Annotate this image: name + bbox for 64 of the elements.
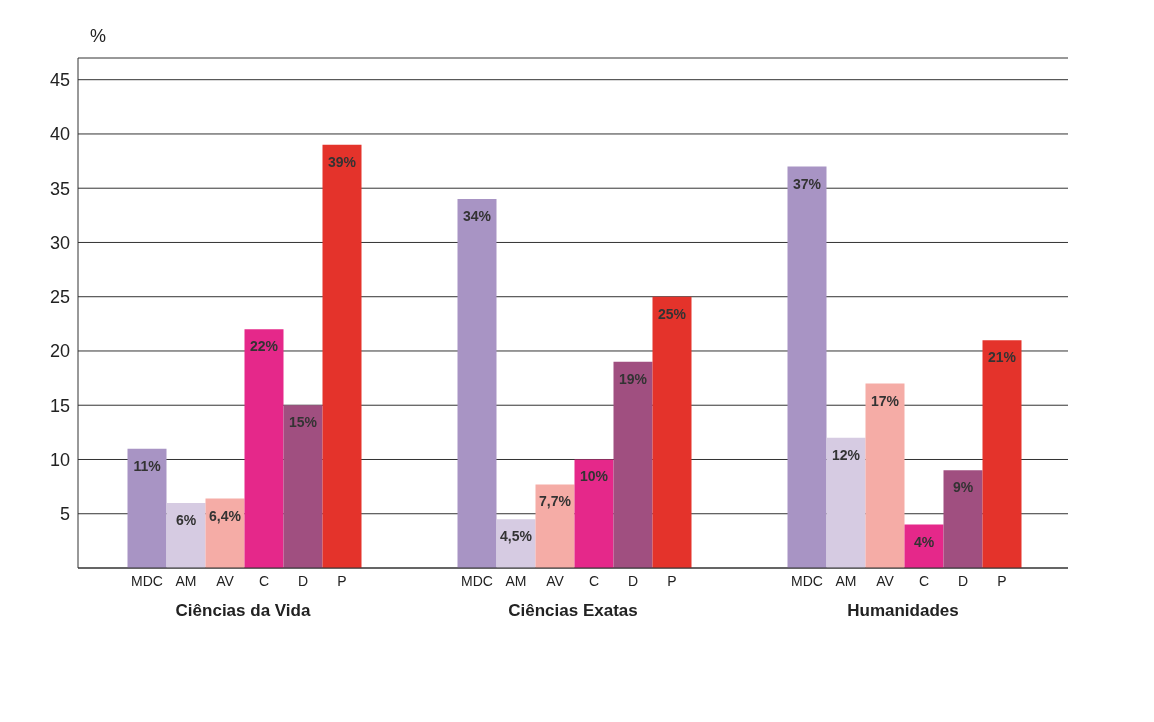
data-label: 19% — [618, 370, 648, 387]
text: MDC — [461, 573, 493, 589]
bar — [652, 296, 692, 568]
y-tick-label: 10 — [49, 449, 70, 470]
bar — [826, 437, 866, 568]
y-tick-label: 40 — [49, 124, 70, 145]
series-label: P — [337, 573, 347, 589]
data-label: 12% — [831, 446, 861, 463]
bar — [322, 144, 362, 568]
text: D — [957, 573, 969, 589]
bar — [574, 459, 614, 568]
bar — [982, 340, 1022, 568]
data-label: 11% — [133, 457, 162, 474]
bar — [244, 329, 284, 568]
data-label: 4% — [913, 533, 935, 550]
bar — [283, 405, 323, 568]
data-label: 17% — [870, 392, 900, 409]
series-label: AV — [216, 573, 235, 589]
data-label: 4,5% — [500, 528, 533, 545]
y-tick-label: 35 — [49, 178, 70, 199]
series-label: D — [297, 573, 309, 589]
x-tick-label: Ciências da Vida — [175, 601, 311, 620]
data-label: 10% — [579, 468, 609, 485]
data-label: 6,4% — [209, 507, 242, 524]
text: P — [667, 573, 677, 589]
text: C — [588, 573, 600, 589]
text: D — [627, 573, 639, 589]
x-tick-label: Humanidades — [847, 601, 959, 620]
series-label: C — [258, 573, 270, 589]
data-label: 39% — [327, 153, 357, 170]
text: MDC — [791, 573, 823, 589]
data-label: 37% — [792, 175, 822, 192]
data-label: 34% — [462, 208, 492, 225]
data-label: 7,7% — [539, 493, 572, 510]
text: P — [997, 573, 1007, 589]
y-tick-label: 45 — [49, 70, 70, 91]
data-label: 6% — [175, 511, 197, 528]
y-tick-label: 25 — [49, 287, 70, 308]
bar — [535, 484, 575, 568]
data-label: 15% — [288, 414, 318, 431]
series-label: MDC — [131, 573, 163, 589]
text: C — [918, 573, 930, 589]
y-tick-label: 5 — [59, 504, 70, 525]
data-label: 22% — [249, 338, 279, 355]
text: AM — [505, 573, 527, 589]
x-tick-label: Ciências Exatas — [508, 601, 638, 620]
bar — [865, 383, 905, 568]
bar — [166, 502, 206, 568]
data-label: 9% — [952, 479, 974, 496]
bar — [613, 361, 653, 568]
text: AV — [876, 573, 894, 589]
data-label: 21% — [987, 349, 1017, 366]
y-axis-title: % — [90, 26, 107, 47]
bar — [127, 448, 167, 568]
data-label: 25% — [657, 305, 687, 322]
y-tick-label: 30 — [49, 232, 70, 253]
bar — [943, 470, 983, 568]
y-tick-label: 15 — [49, 395, 70, 416]
text: AV — [546, 573, 564, 589]
text: AM — [835, 573, 857, 589]
bar — [457, 199, 497, 568]
bar — [787, 166, 827, 568]
series-label: AM — [175, 573, 197, 589]
y-tick-label: 20 — [49, 341, 70, 362]
